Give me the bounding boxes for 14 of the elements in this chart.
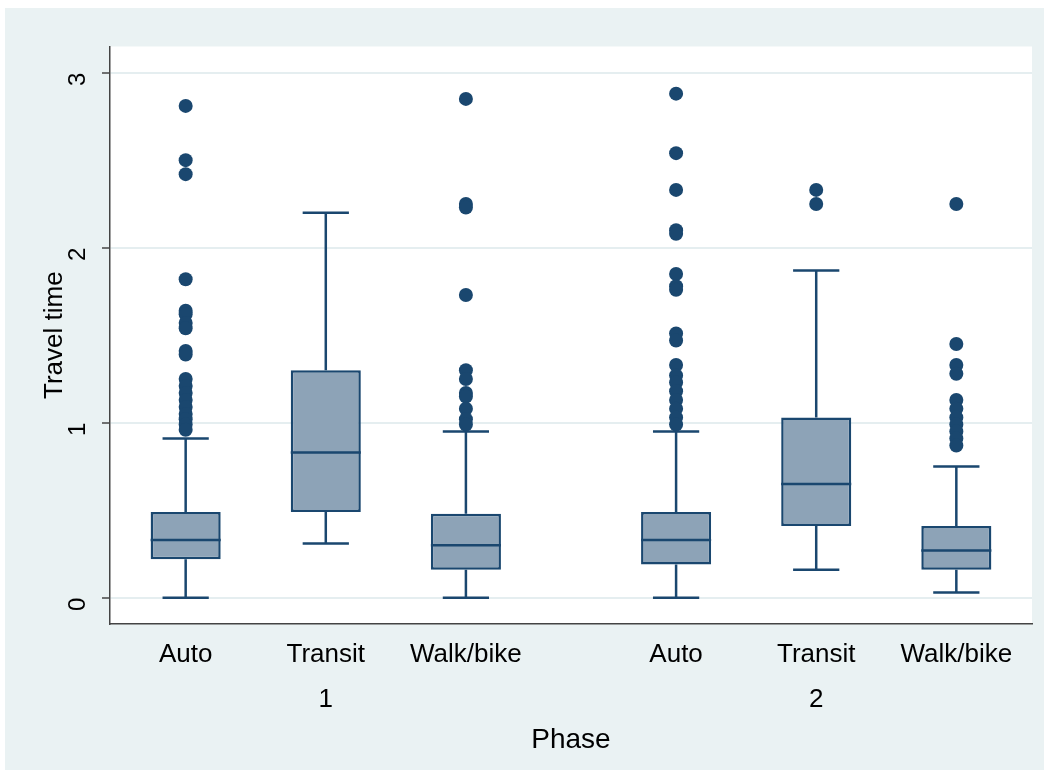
- x-tick-label: Transit: [776, 637, 857, 668]
- y-tick-label: 1: [62, 422, 90, 437]
- text: 1: [318, 683, 334, 714]
- y-axis-title: Travel time: [37, 271, 68, 400]
- y-tick-label: 2: [62, 247, 90, 262]
- x-tick-label: Walk/bike: [900, 637, 1013, 668]
- x-tick-label: Transit: [286, 637, 366, 668]
- x-tick-label: Walk/bike: [410, 637, 522, 668]
- y-tick-label: 3: [62, 72, 90, 87]
- text: 2: [808, 683, 824, 714]
- x-axis-title: Phase: [531, 722, 611, 754]
- y-tick-label: 0: [62, 597, 90, 612]
- x-tick-label: Auto: [158, 637, 213, 668]
- x-tick-label: Auto: [649, 637, 703, 668]
